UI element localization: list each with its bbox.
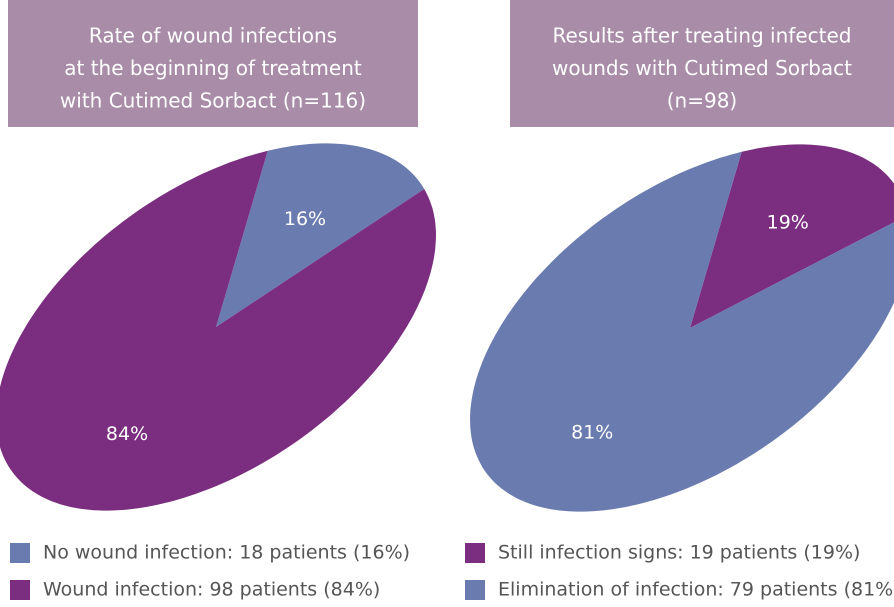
value-label: 16% <box>284 208 326 230</box>
pie-slice <box>470 151 894 512</box>
legend-swatch <box>465 543 485 563</box>
legend-swatch <box>10 580 30 600</box>
legend-label: Wound infection: 98 patients (84%) <box>43 579 380 601</box>
value-label: 84% <box>106 423 148 445</box>
legend-label: No wound infection: 18 patients (16%) <box>43 542 410 564</box>
chart-title: with Cutimed Sorbact (n=116) <box>60 89 366 113</box>
chart-title: wounds with Cutimed Sorbact <box>552 56 852 80</box>
legend-label: Still infection signs: 19 patients (19%) <box>498 542 860 564</box>
title-box <box>510 0 894 127</box>
chart-title: Rate of wound infections <box>89 24 337 48</box>
legend-swatch <box>465 580 485 600</box>
value-label: 19% <box>767 212 809 234</box>
legend-swatch <box>10 543 30 563</box>
pie-slice <box>216 143 425 327</box>
chart-title: Results after treating infected <box>553 24 852 48</box>
pie-slice <box>0 150 436 511</box>
legend-label: Elimination of infection: 79 patients (8… <box>498 579 894 601</box>
title-box <box>8 0 418 127</box>
chart-title: (n=98) <box>667 89 738 113</box>
value-label: 81% <box>571 421 613 443</box>
pie-slice <box>690 144 894 328</box>
chart-title: at the beginning of treatment <box>64 56 362 80</box>
